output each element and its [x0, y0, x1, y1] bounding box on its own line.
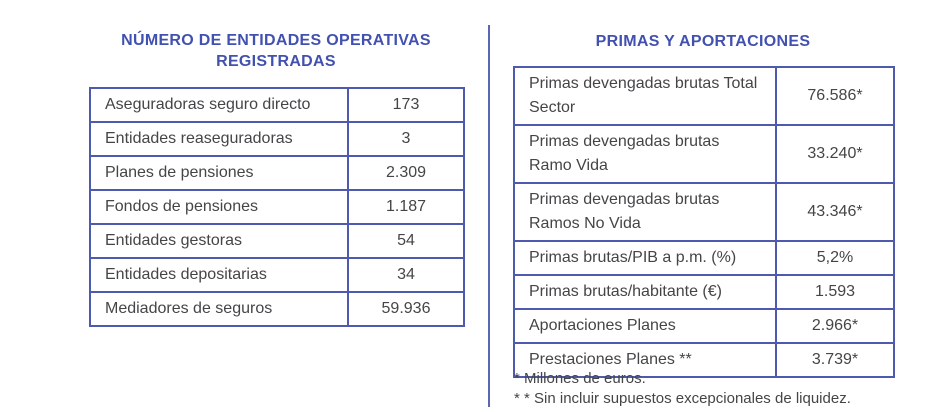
row-label: Primas brutas/PIB a p.m. (%) [513, 240, 777, 276]
row-label: Primas devengadas brutas Total Sector [513, 66, 777, 126]
row-label: Entidades reaseguradoras [89, 121, 349, 157]
row-label: Planes de pensiones [89, 155, 349, 191]
entities-section-title: NÚMERO DE ENTIDADES OPERATIVAS REGISTRAD… [89, 30, 463, 72]
table-row: Primas brutas/habitante (€) 1.593 [513, 274, 895, 310]
entities-title-line2: REGISTRADAS [216, 53, 336, 70]
row-label-line: Ramos No Vida [529, 215, 641, 232]
entities-title-line1: NÚMERO DE ENTIDADES OPERATIVAS [121, 32, 431, 49]
table-row: Mediadores de seguros 59.936 [89, 291, 465, 327]
table-row: Fondos de pensiones 1.187 [89, 189, 465, 225]
table-row: Entidades reaseguradoras 3 [89, 121, 465, 157]
row-value: 2.309 [347, 155, 465, 191]
footnote-liquidez: * * Sin incluir supuestos excepcionales … [514, 390, 851, 407]
row-label-line: Planes de pensiones [105, 164, 254, 181]
row-label-line: Ramo Vida [529, 157, 608, 174]
row-value: 33.240* [775, 124, 895, 184]
table-row: Entidades gestoras 54 [89, 223, 465, 259]
vertical-divider [488, 25, 490, 407]
row-value: 3 [347, 121, 465, 157]
row-label: Prestaciones Planes ** [513, 342, 777, 378]
row-value: 76.586* [775, 66, 895, 126]
row-label-line: Sector [529, 99, 576, 116]
table-row: Entidades depositarias 34 [89, 257, 465, 293]
row-label-line: Aseguradoras seguro directo [105, 96, 311, 113]
primas-table: Primas devengadas brutas Total Sector 76.… [513, 66, 895, 378]
table-row: Aseguradoras seguro directo 173 [89, 87, 465, 123]
primas-table-body: Primas devengadas brutas Total Sector 76.… [513, 66, 895, 378]
row-label-line: Prestaciones Planes ** [529, 351, 692, 368]
row-label-line: Mediadores de seguros [105, 300, 273, 317]
row-label: Entidades depositarias [89, 257, 349, 293]
row-label-line: Primas devengadas brutas [529, 191, 720, 208]
row-label: Aseguradoras seguro directo [89, 87, 349, 123]
row-value: 1.593 [775, 274, 895, 310]
footnote-millones: * Millones de euros. [514, 370, 646, 387]
row-label: Aportaciones Planes [513, 308, 777, 344]
primas-section-title: PRIMAS Y APORTACIONES [595, 33, 811, 50]
row-label-line: Entidades gestoras [105, 232, 242, 249]
row-label: Mediadores de seguros [89, 291, 349, 327]
row-value: 3.739* [775, 342, 895, 378]
row-label: Primas devengadas brutas Ramos No Vida [513, 182, 777, 242]
table-row: Primas devengadas brutas Total Sector 76.… [513, 66, 895, 126]
row-value: 1.187 [347, 189, 465, 225]
row-label-line: Entidades reaseguradoras [105, 130, 293, 147]
row-value: 173 [347, 87, 465, 123]
row-label: Fondos de pensiones [89, 189, 349, 225]
row-value: 43.346* [775, 182, 895, 242]
row-value: 34 [347, 257, 465, 293]
row-label-line: Entidades depositarias [105, 266, 267, 283]
table-row: Aportaciones Planes 2.966* [513, 308, 895, 344]
row-label-line: Primas brutas/PIB a p.m. (%) [529, 249, 737, 266]
row-value: 59.936 [347, 291, 465, 327]
table-row: Prestaciones Planes ** 3.739* [513, 342, 895, 378]
table-row: Primas devengadas brutas Ramos No Vida 43… [513, 182, 895, 242]
row-label-line: Primas devengadas brutas Total [529, 75, 758, 92]
row-value: 54 [347, 223, 465, 259]
row-value: 2.966* [775, 308, 895, 344]
table-row: Primas brutas/PIB a p.m. (%) 5,2% [513, 240, 895, 276]
row-label-line: Primas devengadas brutas [529, 133, 720, 150]
row-label: Primas brutas/habitante (€) [513, 274, 777, 310]
row-label: Entidades gestoras [89, 223, 349, 259]
row-label-line: Fondos de pensiones [105, 198, 258, 215]
entities-table-body: Aseguradoras seguro directo 173 Entidade… [89, 87, 465, 327]
row-label-line: Aportaciones Planes [529, 317, 676, 334]
entities-table: Aseguradoras seguro directo 173 Entidade… [89, 87, 465, 327]
row-label-line: Primas brutas/habitante (€) [529, 283, 722, 300]
row-label: Primas devengadas brutas Ramo Vida [513, 124, 777, 184]
table-row: Primas devengadas brutas Ramo Vida 33.240… [513, 124, 895, 184]
row-value: 5,2% [775, 240, 895, 276]
footnotes: * Millones de euros. * * Sin incluir sup… [514, 369, 851, 409]
table-row: Planes de pensiones 2.309 [89, 155, 465, 191]
